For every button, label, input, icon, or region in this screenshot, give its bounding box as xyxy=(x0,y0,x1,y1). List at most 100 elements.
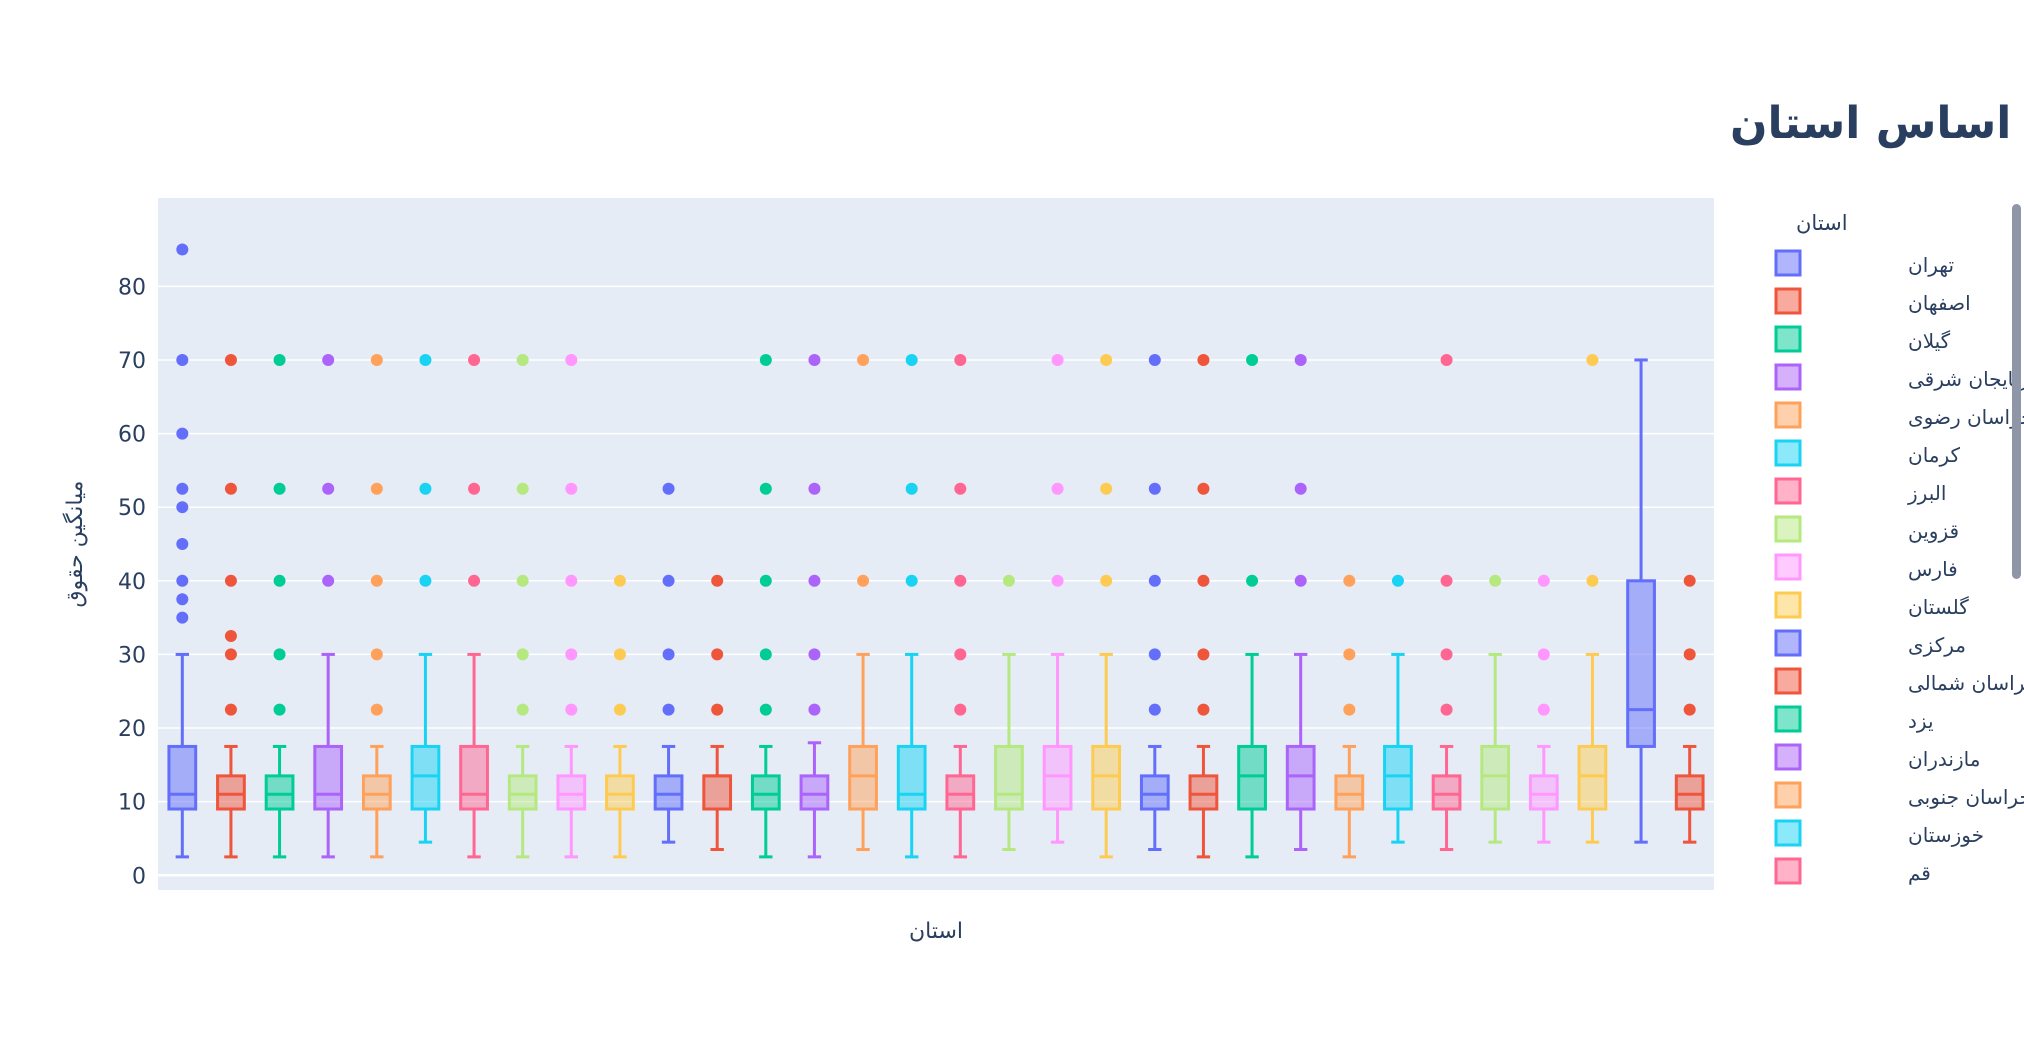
legend-item[interactable]: آذربایجان شرقی xyxy=(1774,363,2024,391)
box-trace[interactable] xyxy=(1480,574,1511,844)
legend-item[interactable]: خراسان رضوی xyxy=(1774,401,2024,429)
outlier-point xyxy=(662,703,675,716)
outlier-point xyxy=(1197,648,1210,661)
legend-swatch xyxy=(1774,553,1802,581)
box-iqr xyxy=(1091,744,1122,811)
box-trace[interactable] xyxy=(605,574,635,859)
legend-item[interactable]: خراسان شمالی xyxy=(1774,667,2024,695)
legend-item[interactable]: مازندران xyxy=(1774,743,1980,771)
box-trace[interactable] xyxy=(361,353,392,859)
legend-label: آذربایجان شرقی xyxy=(1908,366,2024,391)
legend-item[interactable]: قزوین xyxy=(1774,515,1959,543)
box-iqr xyxy=(264,774,295,811)
legend-item[interactable]: یزد xyxy=(1774,705,1934,733)
box-iqr xyxy=(1042,744,1073,811)
box-trace[interactable] xyxy=(459,353,489,859)
y-tick-label: 80 xyxy=(118,275,146,300)
outlier-point xyxy=(1197,574,1210,587)
box-trace[interactable] xyxy=(410,353,441,844)
box-trace[interactable] xyxy=(1431,353,1462,852)
outlier-point xyxy=(1537,703,1550,716)
outlier-point xyxy=(711,648,724,661)
box-trace[interactable] xyxy=(264,353,295,859)
box-trace[interactable] xyxy=(216,353,246,859)
box-trace[interactable] xyxy=(1188,353,1219,859)
legend-item[interactable]: خراسان جنوبی xyxy=(1774,781,2024,809)
box-trace[interactable] xyxy=(167,243,198,859)
box-trace[interactable] xyxy=(1528,574,1559,844)
legend-item[interactable]: خوزستان xyxy=(1774,819,1984,847)
legend-scrollbar[interactable] xyxy=(2012,204,2021,579)
box-iqr xyxy=(653,774,684,811)
outlier-point xyxy=(176,501,189,514)
box-trace[interactable] xyxy=(1237,353,1267,859)
legend-item[interactable]: البرز xyxy=(1774,477,1946,505)
box-trace[interactable] xyxy=(556,353,587,859)
legend-item[interactable]: گلستان xyxy=(1774,591,1969,619)
box-iqr xyxy=(896,744,927,811)
outlier-point xyxy=(565,703,578,716)
outlier-point xyxy=(808,574,821,587)
outlier-point xyxy=(370,648,383,661)
outlier-point xyxy=(224,482,237,495)
outlier-point xyxy=(1197,482,1210,495)
outlier-point xyxy=(759,482,772,495)
box-trace[interactable] xyxy=(1042,353,1073,844)
outlier-point xyxy=(468,482,481,495)
box-iqr xyxy=(556,774,587,811)
outlier-point xyxy=(808,648,821,661)
box-trace[interactable] xyxy=(750,353,781,859)
legend-swatch xyxy=(1774,249,1802,277)
box-trace[interactable] xyxy=(507,353,538,859)
box-trace[interactable] xyxy=(653,482,684,844)
box-trace[interactable] xyxy=(1091,353,1122,859)
box-iqr xyxy=(1139,774,1170,811)
box-trace[interactable] xyxy=(702,574,733,852)
box-trace[interactable] xyxy=(1285,353,1316,852)
outlier-point xyxy=(273,648,286,661)
outlier-point xyxy=(322,353,335,366)
box-trace[interactable] xyxy=(1577,353,1608,844)
box-trace[interactable] xyxy=(994,574,1024,852)
outlier-point xyxy=(613,574,626,587)
legend-swatch xyxy=(1774,781,1802,809)
box-trace[interactable] xyxy=(1674,574,1705,844)
outlier-point xyxy=(1148,353,1161,366)
box-trace[interactable] xyxy=(1139,353,1170,852)
box-iqr xyxy=(1431,774,1462,811)
outlier-point xyxy=(1489,574,1502,587)
box-trace[interactable] xyxy=(1383,574,1413,844)
outlier-point xyxy=(1246,574,1259,587)
box-trace[interactable] xyxy=(1334,574,1365,859)
x-axis-title: استان xyxy=(909,919,963,944)
box-trace[interactable] xyxy=(945,353,976,859)
box-trace[interactable] xyxy=(799,353,830,859)
outlier-point xyxy=(565,648,578,661)
box-trace[interactable] xyxy=(848,353,878,852)
legend-item[interactable]: اصفهان xyxy=(1774,287,1971,315)
box-trace[interactable] xyxy=(313,353,344,859)
outlier-point xyxy=(176,353,189,366)
legend[interactable]: استان تهران اصفهان گیلان آذربایجان شرقی خراس… xyxy=(1774,211,2024,885)
box-iqr xyxy=(1577,744,1608,811)
legend-item[interactable]: کرمان xyxy=(1774,439,1961,467)
box-trace[interactable] xyxy=(896,353,927,859)
legend-title: استان xyxy=(1796,211,1848,235)
y-axis-ticks: 0 10 20 30 40 50 60 70 80 xyxy=(118,275,146,889)
legend-item[interactable]: قم xyxy=(1774,857,1931,885)
legend-item[interactable]: فارس xyxy=(1774,553,1958,581)
legend-item[interactable]: گیلان xyxy=(1774,325,1951,353)
y-tick-label: 40 xyxy=(118,570,146,595)
outlier-point xyxy=(1294,482,1307,495)
outlier-point xyxy=(954,574,967,587)
outlier-point xyxy=(1343,574,1356,587)
outlier-point xyxy=(419,482,432,495)
legend-item[interactable]: مرکزی xyxy=(1774,629,1966,657)
legend-item[interactable]: تهران xyxy=(1774,249,1954,277)
outlier-point xyxy=(224,648,237,661)
box-trace[interactable] xyxy=(1626,358,1656,844)
outlier-point xyxy=(954,353,967,366)
outlier-point xyxy=(808,703,821,716)
outlier-point xyxy=(711,703,724,716)
legend-swatch xyxy=(1774,705,1802,733)
